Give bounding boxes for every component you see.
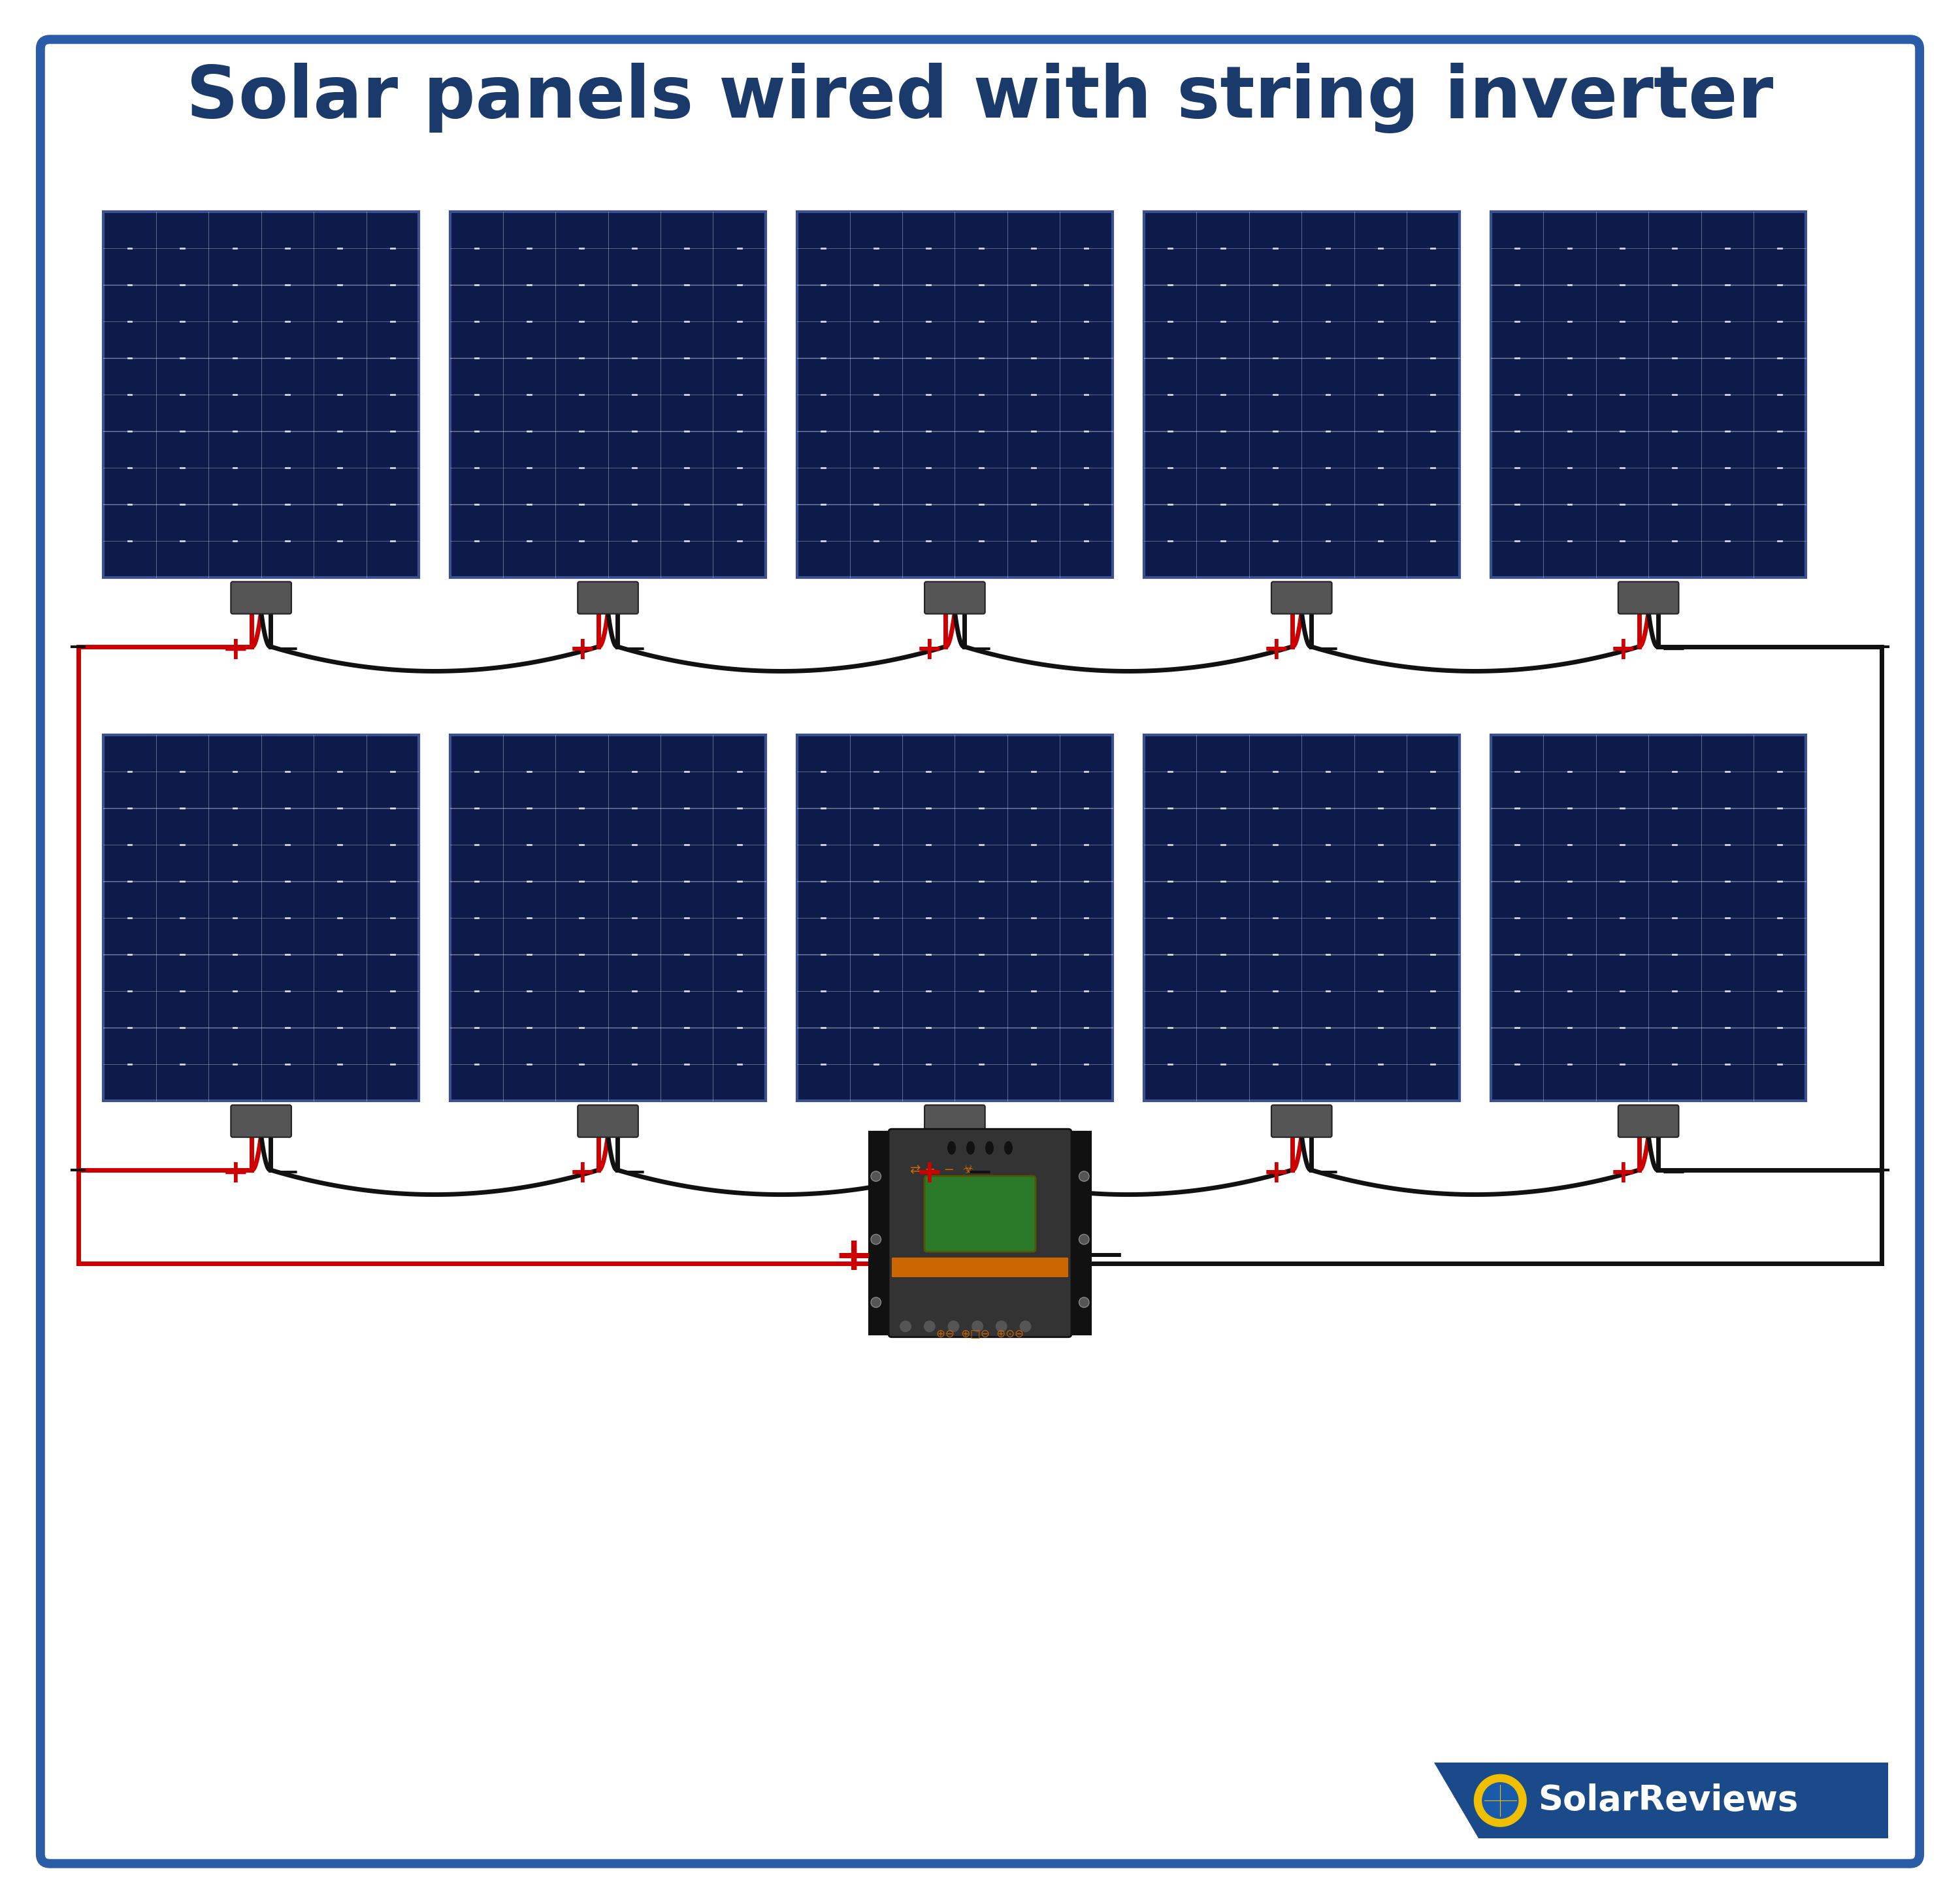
FancyBboxPatch shape <box>104 211 419 577</box>
Text: −: − <box>1660 634 1688 666</box>
Ellipse shape <box>966 1142 974 1155</box>
FancyBboxPatch shape <box>1145 735 1460 1100</box>
Text: SolarReviews: SolarReviews <box>1539 1783 1797 1817</box>
FancyBboxPatch shape <box>1619 582 1678 615</box>
Circle shape <box>1482 1781 1519 1819</box>
Text: +: + <box>915 634 943 666</box>
FancyBboxPatch shape <box>451 735 766 1100</box>
Bar <box>892 1258 1068 1277</box>
FancyBboxPatch shape <box>1272 1106 1333 1138</box>
Circle shape <box>900 1321 911 1332</box>
Text: −: − <box>1086 1235 1125 1279</box>
Circle shape <box>870 1298 880 1307</box>
Text: +: + <box>221 1157 249 1189</box>
FancyBboxPatch shape <box>870 1132 1090 1334</box>
Ellipse shape <box>986 1142 994 1155</box>
FancyBboxPatch shape <box>1492 735 1805 1100</box>
Circle shape <box>1019 1321 1031 1332</box>
Text: +: + <box>568 634 596 666</box>
Text: +: + <box>835 1235 874 1279</box>
Circle shape <box>996 1321 1007 1332</box>
Text: −: − <box>619 1157 647 1189</box>
FancyBboxPatch shape <box>578 582 639 615</box>
Polygon shape <box>1435 1762 1887 1838</box>
Ellipse shape <box>949 1142 955 1155</box>
Text: +: + <box>568 1157 596 1189</box>
Text: ⇄ +  −  ☣: ⇄ + − ☣ <box>909 1165 974 1176</box>
Text: −: − <box>272 634 300 666</box>
Circle shape <box>1080 1298 1090 1307</box>
FancyBboxPatch shape <box>1145 211 1460 577</box>
Text: −: − <box>1313 634 1341 666</box>
FancyBboxPatch shape <box>1272 582 1333 615</box>
FancyBboxPatch shape <box>1492 211 1805 577</box>
FancyBboxPatch shape <box>451 211 766 577</box>
Text: Solar panels wired with string inverter: Solar panels wired with string inverter <box>186 63 1774 133</box>
Circle shape <box>970 1321 984 1332</box>
Text: +: + <box>1609 1157 1637 1189</box>
Text: +: + <box>1262 1157 1290 1189</box>
Text: −: − <box>966 634 994 666</box>
FancyBboxPatch shape <box>1619 1106 1678 1138</box>
Text: +: + <box>1262 634 1290 666</box>
Text: +: + <box>221 634 249 666</box>
FancyBboxPatch shape <box>925 582 986 615</box>
Text: −: − <box>272 1157 300 1189</box>
FancyBboxPatch shape <box>231 1106 292 1138</box>
Text: −: − <box>1660 1157 1688 1189</box>
Ellipse shape <box>1005 1142 1011 1155</box>
Text: +: + <box>1609 634 1637 666</box>
Text: −: − <box>966 1157 994 1189</box>
FancyBboxPatch shape <box>925 1106 986 1138</box>
FancyBboxPatch shape <box>888 1128 1072 1338</box>
Circle shape <box>1080 1170 1090 1182</box>
Circle shape <box>870 1235 880 1245</box>
Circle shape <box>1474 1774 1527 1827</box>
FancyBboxPatch shape <box>104 735 419 1100</box>
FancyBboxPatch shape <box>798 211 1113 577</box>
FancyBboxPatch shape <box>41 40 1919 1863</box>
Text: −: − <box>619 634 647 666</box>
Text: −: − <box>1313 1157 1341 1189</box>
Circle shape <box>1080 1235 1090 1245</box>
Text: +: + <box>915 1157 943 1189</box>
FancyBboxPatch shape <box>231 582 292 615</box>
Circle shape <box>947 1321 960 1332</box>
Circle shape <box>923 1321 935 1332</box>
Circle shape <box>870 1170 880 1182</box>
FancyBboxPatch shape <box>798 735 1113 1100</box>
Text: ⊕⊖  ⊕□⊖  ⊕⊙⊖: ⊕⊖ ⊕□⊖ ⊕⊙⊖ <box>937 1328 1023 1340</box>
FancyBboxPatch shape <box>925 1176 1035 1252</box>
FancyBboxPatch shape <box>578 1106 639 1138</box>
